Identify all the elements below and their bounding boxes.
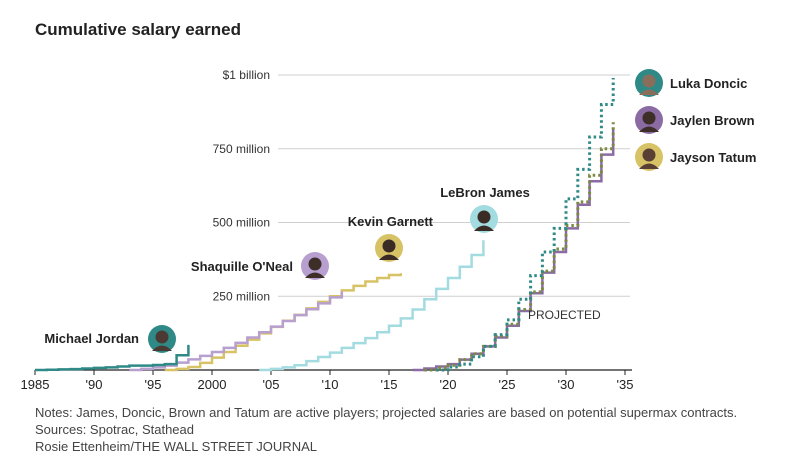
avatar-shoulders-icon — [474, 225, 494, 231]
avatar-shoulders-icon — [305, 272, 325, 278]
avatar-head-icon — [308, 257, 322, 271]
player-label-michael-jordan: Michael Jordan — [44, 331, 139, 346]
x-tick-label: '15 — [381, 377, 398, 392]
series-line-luka-doncic — [436, 77, 615, 372]
x-tick-label: '30 — [558, 377, 575, 392]
player-label-lebron-james: LeBron James — [440, 185, 530, 200]
player-label-shaquille-o-neal: Shaquille O'Neal — [191, 259, 293, 274]
avatar-head-icon — [155, 330, 169, 344]
series-line-jaylen-brown — [412, 128, 615, 372]
chart-notes: Notes: James, Doncic, Brown and Tatum ar… — [35, 404, 737, 455]
series-line-jayson-tatum — [424, 122, 615, 372]
avatar-head-icon — [642, 148, 656, 162]
player-label-luka-doncic: Luka Doncic — [670, 76, 747, 91]
credit-line: Rosie Ettenheim/THE WALL STREET JOURNAL — [35, 439, 317, 454]
x-tick-label: 1985 — [21, 377, 50, 392]
player-label-jayson-tatum: Jayson Tatum — [670, 150, 756, 165]
x-tick-label: '95 — [145, 377, 162, 392]
x-tick-label: '05 — [263, 377, 280, 392]
y-tick-label: 500 million — [213, 216, 270, 230]
x-tick-label: '20 — [440, 377, 457, 392]
avatar-head-icon — [477, 210, 491, 224]
series-line-michael-jordan — [35, 344, 190, 372]
x-tick-label: '35 — [617, 377, 634, 392]
avatar-shoulders-icon — [639, 126, 659, 132]
avatar-shoulders-icon — [379, 254, 399, 260]
chart-canvas: 250 million 500 million 750 million $1 bill… — [21, 68, 757, 392]
avatar-head-icon — [382, 239, 396, 253]
y-tick-label: $1 billion — [223, 68, 270, 82]
sources-line: Sources: Spotrac, Stathead — [35, 422, 194, 437]
projected-annotation: PROJECTED — [528, 308, 601, 322]
avatar-shoulders-icon — [639, 89, 659, 95]
avatar-head-icon — [642, 111, 656, 125]
avatar-shoulders-icon — [639, 163, 659, 169]
series-line-lebron-james — [259, 240, 485, 372]
chart-title: Cumulative salary earned — [35, 20, 241, 39]
notes-line: Notes: James, Doncic, Brown and Tatum ar… — [35, 405, 738, 420]
avatar-head-icon — [642, 74, 656, 88]
player-label-jaylen-brown: Jaylen Brown — [670, 113, 755, 128]
y-tick-label: 750 million — [213, 142, 270, 156]
avatar-shoulders-icon — [152, 345, 172, 351]
player-label-kevin-garnett: Kevin Garnett — [348, 214, 434, 229]
y-tick-label: 250 million — [213, 289, 270, 303]
x-tick-label: '10 — [322, 377, 339, 392]
x-tick-label: 2000 — [198, 377, 227, 392]
x-tick-label: '90 — [86, 377, 103, 392]
x-tick-label: '25 — [499, 377, 516, 392]
